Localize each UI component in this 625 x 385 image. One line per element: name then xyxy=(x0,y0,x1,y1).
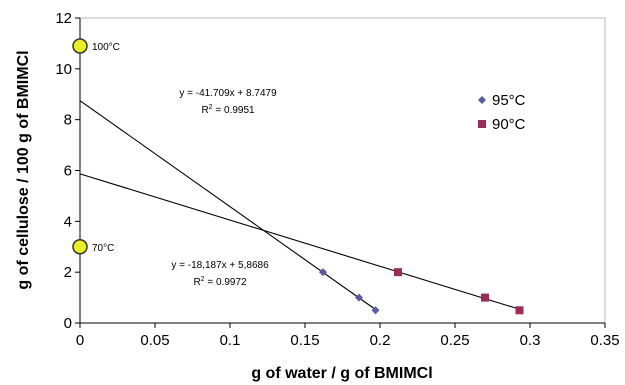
axes: 0 0.05 0.1 0.15 0.2 0.25 0.3 0.35 0 2 4 6 8 10 12 xyxy=(55,10,619,349)
x-tick-label: 0.25 xyxy=(440,332,469,349)
y-tick-label: 2 xyxy=(64,264,72,281)
data-points xyxy=(319,268,524,315)
axis-marker-label: 100°C xyxy=(92,42,120,53)
data-point-diamond xyxy=(355,293,363,302)
fit-line xyxy=(79,100,376,310)
x-tick-label: 0 xyxy=(76,332,84,349)
annotations: y = -41.709x + 8.7479 R2 = 0.9951 y = -18,… xyxy=(171,88,277,288)
data-point-square xyxy=(394,268,402,277)
x-tick-label: 0.1 xyxy=(220,332,241,349)
x-tick-label: 0.3 xyxy=(520,332,541,349)
legend-label: 95°C xyxy=(492,92,526,109)
legend-marker-square xyxy=(478,120,486,128)
data-point-diamond xyxy=(371,306,380,315)
axis-marker-circle xyxy=(72,239,88,255)
r-squared-label: R2 = 0.9951 xyxy=(201,104,255,116)
fit-line xyxy=(79,173,520,310)
equation-label: y = -41.709x + 8.7479 xyxy=(179,88,277,99)
y-tick-label: 8 xyxy=(64,112,72,129)
data-point-square xyxy=(481,293,489,302)
legend-label: 90°C xyxy=(492,116,526,133)
axis-markers: 100°C 70°C xyxy=(72,38,120,255)
fit-lines xyxy=(79,100,520,310)
y-tick-label: 4 xyxy=(64,213,72,230)
axis-marker-label: 70°C xyxy=(92,243,114,254)
y-tick-label: 6 xyxy=(64,163,72,180)
y-tick-label: 10 xyxy=(55,61,72,78)
y-axis-title: g of cellulose / 100 g of BMIMCl xyxy=(15,50,32,289)
x-tick-label: 0.15 xyxy=(290,332,319,349)
x-tick-label: 0.35 xyxy=(590,332,619,349)
y-tick-label: 12 xyxy=(55,10,72,27)
legend: 95°C 90°C xyxy=(478,92,526,133)
legend-marker-diamond xyxy=(478,96,486,104)
equation-label: y = -18,187x + 5,8686 xyxy=(171,260,269,271)
plot-border xyxy=(79,17,606,324)
x-axis-title: g of water / g of BMIMCl xyxy=(251,365,432,382)
data-point-square xyxy=(515,306,524,315)
r-squared-label: R2 = 0.9972 xyxy=(193,276,247,288)
axis-marker-circle xyxy=(72,38,88,54)
y-tick-label: 0 xyxy=(64,315,72,332)
x-tick-label: 0.05 xyxy=(140,332,169,349)
x-tick-label: 0.2 xyxy=(370,332,391,349)
data-point-diamond xyxy=(319,268,327,277)
